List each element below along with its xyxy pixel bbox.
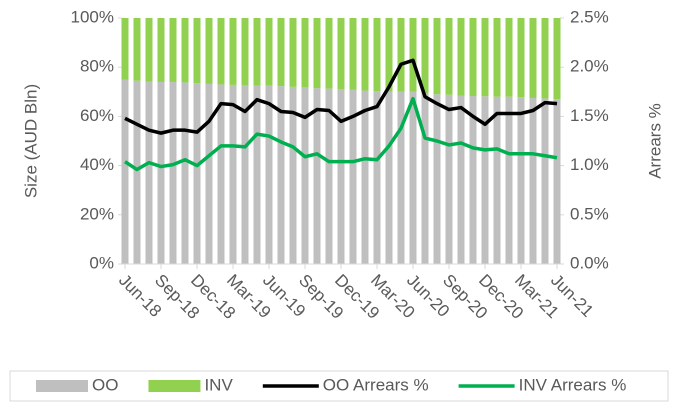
y2-tick-label: 0.5% — [570, 204, 609, 223]
bar — [145, 18, 153, 82]
legend-label: INV — [204, 375, 233, 394]
bar — [433, 94, 441, 264]
bar — [517, 97, 525, 264]
bar — [493, 18, 501, 97]
legend-swatch — [36, 380, 88, 392]
bar — [445, 94, 453, 264]
bar — [337, 18, 345, 90]
bar — [253, 85, 261, 265]
bar — [277, 18, 285, 87]
y-tick-label: 20% — [80, 204, 114, 223]
bar — [349, 18, 357, 90]
bar — [265, 85, 273, 265]
bar — [469, 18, 477, 96]
bar — [193, 83, 201, 264]
y-tick-label: 0% — [89, 253, 114, 272]
bar — [205, 83, 213, 264]
bar — [157, 18, 165, 82]
bar — [433, 18, 441, 95]
bar — [541, 98, 549, 264]
bar — [421, 93, 429, 264]
legend-label: INV Arrears % — [519, 375, 627, 394]
y-tick-label: 60% — [80, 106, 114, 125]
bar — [229, 18, 237, 85]
bar — [517, 18, 525, 98]
y-tick-label: 80% — [80, 57, 114, 76]
bar — [553, 18, 561, 100]
bar — [313, 18, 321, 89]
bar — [133, 80, 141, 264]
bar — [265, 18, 273, 86]
bar — [169, 81, 177, 265]
bar — [289, 18, 297, 87]
bar — [133, 18, 141, 81]
bar — [349, 89, 357, 264]
bar — [217, 18, 225, 85]
bar — [457, 95, 465, 265]
legend-label: OO Arrears % — [323, 375, 429, 394]
bar — [505, 96, 513, 264]
y-axis-title: Size (AUD Bln) — [21, 84, 40, 198]
legend-label: OO — [92, 375, 118, 394]
line — [124, 58, 558, 135]
bar — [409, 91, 417, 264]
bar — [493, 96, 501, 264]
bar — [529, 18, 537, 98]
bar — [505, 18, 513, 97]
line — [124, 96, 558, 172]
bar — [397, 91, 405, 264]
bar — [169, 18, 177, 82]
bar — [157, 81, 165, 265]
bar — [385, 91, 393, 264]
bar — [301, 18, 309, 88]
bar — [553, 99, 561, 265]
bar — [289, 86, 297, 264]
bar — [121, 79, 129, 264]
bar — [409, 18, 417, 92]
bar — [325, 88, 333, 265]
bar — [145, 81, 153, 264]
bar — [541, 18, 549, 99]
bar — [361, 90, 369, 264]
bar — [457, 18, 465, 96]
bar — [217, 84, 225, 264]
bar — [481, 18, 489, 97]
bar — [421, 18, 429, 94]
bar — [313, 88, 321, 264]
y2-axis-title: Arrears % — [645, 103, 664, 179]
y2-tick-label: 2.5% — [570, 7, 609, 26]
bar — [181, 18, 189, 83]
y2-tick-label: 1.0% — [570, 155, 609, 174]
y2-tick-label: 0.0% — [570, 253, 609, 272]
bar — [121, 18, 129, 80]
bar — [193, 18, 201, 84]
bar — [337, 89, 345, 264]
bar — [361, 18, 369, 91]
bar — [229, 84, 237, 264]
y-tick-label: 40% — [80, 155, 114, 174]
bar — [385, 18, 393, 92]
legend-box — [9, 370, 669, 402]
bar — [277, 86, 285, 264]
bar — [373, 91, 381, 264]
bar — [325, 18, 333, 89]
bar — [469, 95, 477, 265]
bar — [301, 87, 309, 264]
bar — [253, 18, 261, 86]
bar — [181, 82, 189, 265]
bar — [241, 18, 249, 86]
y2-tick-label: 1.5% — [570, 106, 609, 125]
bar — [529, 97, 537, 264]
bar — [205, 18, 213, 84]
bar — [241, 85, 249, 265]
bar — [481, 96, 489, 264]
bar — [397, 18, 405, 92]
legend-swatch — [148, 380, 201, 392]
y-tick-label: 100% — [71, 7, 114, 26]
bar — [445, 18, 453, 95]
y2-tick-label: 2.0% — [570, 57, 609, 76]
bar — [373, 18, 381, 92]
